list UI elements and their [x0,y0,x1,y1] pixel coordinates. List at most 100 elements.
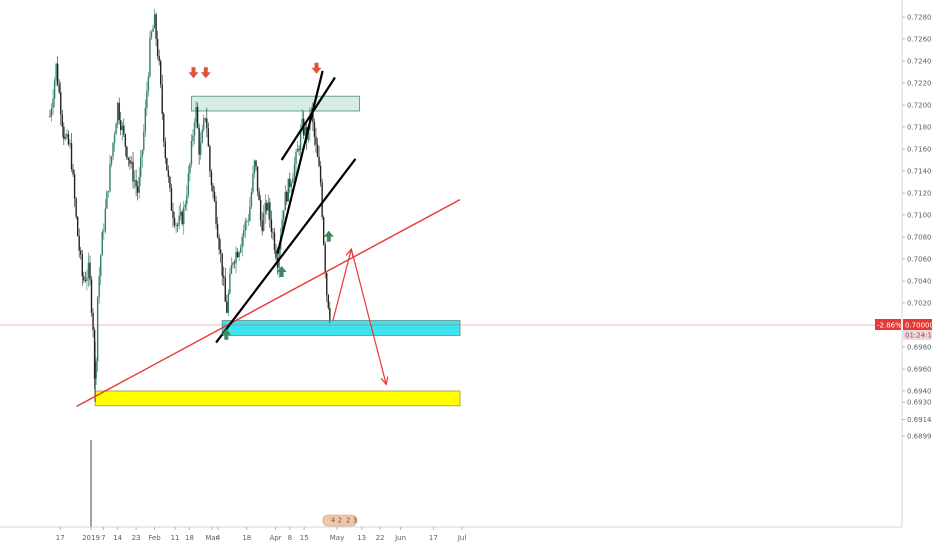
candle-body [144,107,147,132]
candle-body [181,211,183,225]
candle-body [295,152,297,165]
candle-body [164,141,167,158]
candle-body [293,164,296,179]
candle-body [135,180,137,187]
candle-body [261,220,263,231]
candle-body [270,219,273,232]
event-flag [322,514,358,527]
x-tick-label: May [330,534,344,542]
resistance-zone [191,95,360,112]
trendlines [0,70,902,408]
candle-body [52,98,54,109]
candle-body [149,37,151,77]
down-arrow-1-icon [188,67,199,79]
candle-body [133,180,136,182]
candle-body [121,125,123,131]
candle-body [140,156,142,177]
x-tick-label: 7 [101,534,105,542]
candle-body [112,142,114,157]
candle-body [160,61,162,85]
candle-body [196,106,199,128]
candle-body [193,122,196,136]
candle-body [313,122,316,137]
candle-body [136,186,139,193]
candle-body [49,116,51,117]
y-tick-label: 0.68990 [907,433,932,441]
x-tick-label: 13 [357,534,366,542]
down-arrow-2-icon [200,67,211,79]
candle-body [229,274,231,294]
candle-body [232,262,234,265]
candle-body [290,183,293,187]
x-tick-label: Apr [269,534,281,542]
candle-body [92,312,94,331]
candle-body [106,191,108,209]
candle-body [163,113,165,142]
candle-body [118,102,120,121]
candle-body [269,202,271,220]
candle-body [73,174,76,199]
candle-body [178,215,180,226]
candle-body [244,221,246,231]
candle-body [304,127,306,136]
black-trendline-upper-2 [280,76,336,161]
candle-body [167,170,170,177]
candle-body [78,236,80,251]
candle-body [124,134,127,147]
candle-body [284,192,286,211]
countdown-box [903,330,932,340]
candle-body [55,63,57,81]
candle-body [83,276,85,281]
candle-body [199,142,202,155]
candle-body [210,171,213,186]
candle-body [58,84,60,93]
candle-body [267,202,270,211]
candle-body [132,161,134,182]
candle-body [84,280,87,282]
candle-body [184,204,186,208]
candle-body [316,144,319,157]
change-label-box [875,319,901,330]
candle-body [319,165,322,183]
candle-body [87,262,90,278]
candle-body [233,262,236,264]
candle-body [321,182,323,218]
projection-segment [332,248,352,321]
candle-body [322,217,325,245]
candle-body [138,176,140,193]
up-arrow-3-icon [323,230,334,242]
candle-body [329,307,331,320]
event-flag-label-2: 2 3 [346,517,357,525]
candle-body [70,143,73,170]
candle-body [179,211,182,216]
candles [49,8,331,402]
candle-body [258,191,260,201]
price-label-box [903,319,932,330]
candle-body [227,293,230,313]
candle-body [75,198,77,217]
candle-body [61,114,63,127]
candle-body [66,134,68,137]
candle-body [226,301,228,313]
candle-body [213,191,216,202]
candle-body [53,80,56,99]
candle-body [253,160,256,174]
candle-body [153,14,156,29]
candle-body [209,146,211,172]
candle-body [170,187,173,211]
event-flag-label-1: 4 2 [331,517,342,525]
candle-body [130,161,133,164]
candle-body [206,118,208,129]
candle-body [215,201,217,224]
candle-body [275,249,277,258]
candle-body [207,128,210,147]
candle-body [255,160,257,167]
